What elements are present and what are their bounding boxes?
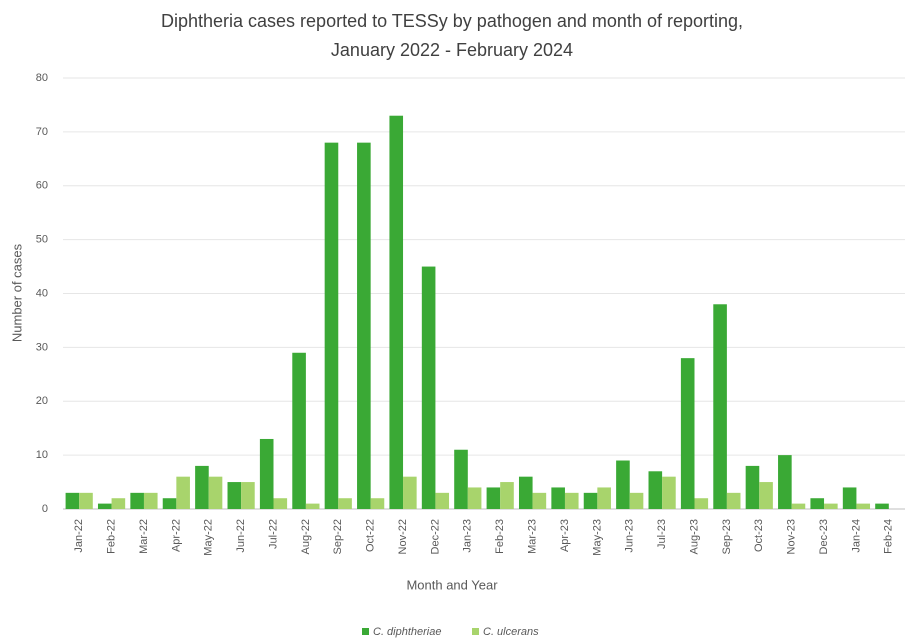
bar	[389, 115, 404, 510]
bar	[824, 503, 838, 509]
bar	[583, 492, 598, 509]
bar	[111, 498, 126, 509]
bar	[435, 492, 450, 509]
bar	[759, 482, 773, 509]
bar	[338, 498, 352, 509]
bar	[500, 482, 514, 509]
x-tick-label: Apr-23	[559, 519, 571, 552]
bar	[143, 492, 158, 509]
x-tick-label: Jun-22	[235, 519, 247, 553]
chart-title: January 2022 - February 2024	[331, 40, 573, 60]
bar	[357, 142, 371, 509]
bar	[195, 465, 209, 509]
bar	[403, 476, 417, 509]
y-tick-label: 80	[36, 72, 48, 84]
bar	[726, 492, 741, 509]
x-tick-label: Apr-22	[170, 519, 182, 552]
bar	[259, 438, 274, 509]
x-tick-label: Feb-23	[494, 519, 506, 554]
bar	[324, 142, 339, 509]
bar	[597, 487, 611, 509]
bar	[532, 492, 547, 509]
x-tick-label: May-23	[591, 519, 603, 556]
bar	[842, 487, 857, 509]
bar	[292, 352, 306, 509]
bar	[421, 266, 436, 509]
x-tick-label: Sep-22	[332, 519, 344, 554]
x-tick-label: Feb-24	[883, 519, 895, 554]
x-tick-label: Jan-22	[73, 519, 85, 553]
x-tick-label: Dec-23	[818, 519, 830, 554]
bar	[467, 487, 482, 509]
bar	[616, 460, 630, 509]
bar	[810, 498, 825, 509]
x-tick-label: Feb-22	[105, 519, 117, 554]
y-tick-label: 50	[36, 234, 48, 246]
x-tick-label: Mar-22	[138, 519, 150, 554]
bar	[79, 492, 93, 509]
x-tick-label: Jan-23	[462, 519, 474, 553]
legend-swatch	[472, 628, 479, 635]
bar	[486, 487, 501, 509]
bar	[713, 304, 727, 509]
y-tick-label: 0	[42, 503, 48, 515]
x-tick-label: Jul-23	[656, 519, 668, 549]
x-tick-label: Aug-23	[688, 519, 700, 554]
bar	[856, 503, 871, 509]
y-tick-label: 10	[36, 449, 48, 461]
y-tick-label: 20	[36, 395, 48, 407]
bar	[208, 476, 223, 509]
x-tick-label: May-22	[203, 519, 215, 556]
legend-text: C. ulcerans	[483, 626, 539, 638]
y-tick-label: 60	[36, 180, 48, 192]
bar	[518, 476, 533, 509]
bar	[694, 498, 709, 509]
y-tick-label: 70	[36, 126, 48, 138]
x-tick-label: Jun-23	[624, 519, 636, 553]
bar	[241, 482, 255, 509]
bar	[176, 476, 190, 509]
bar	[273, 498, 288, 509]
bar	[551, 487, 565, 509]
bar	[162, 498, 177, 509]
x-tick-label: Oct-22	[365, 519, 377, 552]
bar	[791, 503, 806, 509]
bar	[778, 455, 792, 509]
bar	[130, 492, 144, 509]
x-tick-label: Nov-23	[786, 519, 798, 554]
bar	[454, 449, 468, 509]
bar	[745, 465, 760, 509]
x-tick-label: Dec-22	[429, 519, 441, 554]
bar	[97, 503, 112, 509]
chart-title: Diphtheria cases reported to TESSy by pa…	[161, 11, 743, 31]
bar	[680, 358, 695, 509]
x-tick-label: Jan-24	[850, 519, 862, 553]
bar	[629, 492, 644, 509]
x-tick-label: Aug-22	[300, 519, 312, 554]
x-axis-title: Month and Year	[406, 577, 498, 592]
bar	[305, 503, 320, 509]
bar	[648, 471, 663, 509]
x-tick-label: Nov-22	[397, 519, 409, 554]
x-tick-label: Jul-22	[267, 519, 279, 549]
y-tick-label: 30	[36, 341, 48, 353]
legend-swatch	[362, 628, 369, 635]
x-tick-label: Sep-23	[721, 519, 733, 554]
bar	[875, 503, 889, 509]
bar	[370, 498, 385, 509]
y-tick-label: 40	[36, 287, 48, 299]
bar	[65, 492, 80, 509]
bar	[662, 476, 676, 509]
bar	[227, 482, 242, 509]
legend-text: C. diphtheriae	[373, 626, 442, 638]
bar	[564, 492, 579, 509]
y-axis-title: Number of cases	[9, 243, 24, 342]
x-tick-label: Oct-23	[753, 519, 765, 552]
x-tick-label: Mar-23	[526, 519, 538, 554]
